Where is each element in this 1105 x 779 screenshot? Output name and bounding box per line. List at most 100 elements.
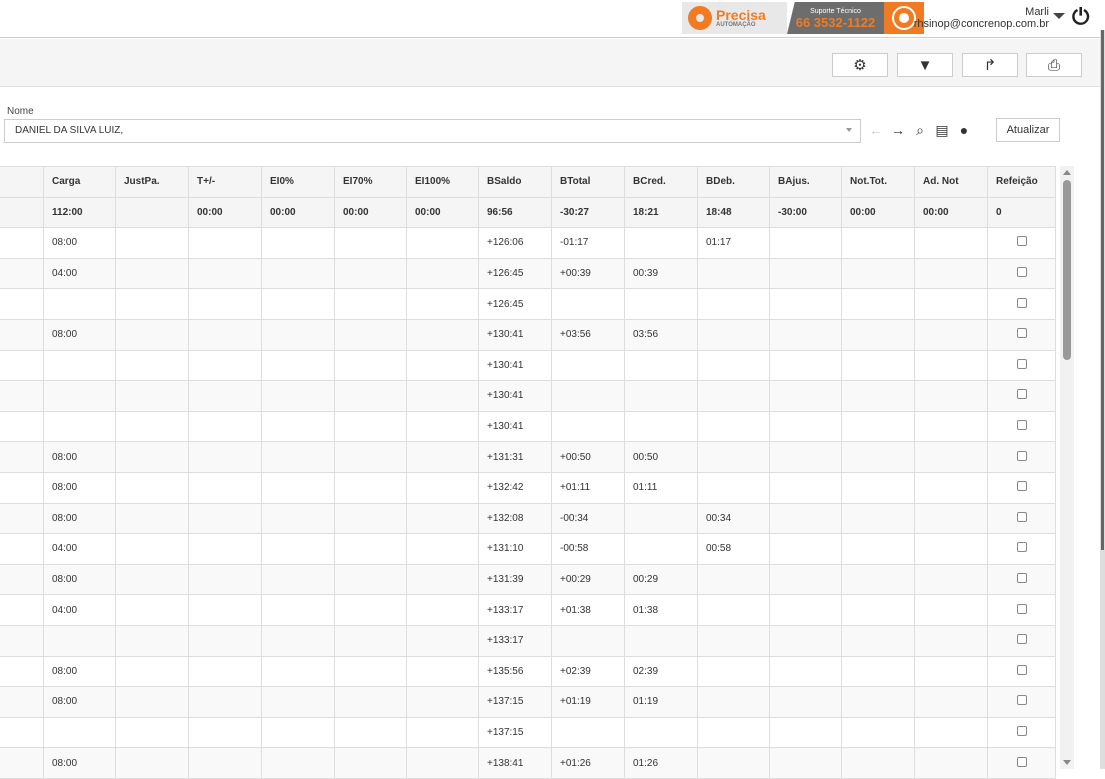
table-row: +130:41 (0, 380, 1056, 412)
page-scrollbar[interactable] (1100, 30, 1105, 769)
refeicao-checkbox[interactable] (1016, 450, 1027, 461)
table-cell (0, 563, 44, 596)
table-cell (261, 716, 335, 749)
table-scrollbar[interactable] (1060, 166, 1074, 769)
table-cell: +130:41 (478, 349, 552, 382)
column-header[interactable]: Ad. Not (914, 166, 988, 198)
update-button[interactable]: Atualizar (996, 118, 1060, 142)
column-header[interactable]: Refeição (987, 166, 1056, 198)
table-cell (406, 563, 479, 596)
column-header[interactable]: BAjus. (769, 166, 842, 198)
refeicao-checkbox[interactable] (1016, 511, 1027, 522)
settings-button[interactable]: ⚙ (832, 53, 888, 77)
refeicao-checkbox[interactable] (1016, 267, 1027, 278)
table-cell (406, 471, 479, 504)
refeicao-cell (987, 686, 1056, 718)
table-cell (406, 533, 479, 565)
table-cell (841, 655, 915, 688)
user-icon[interactable]: ● (959, 122, 969, 138)
arrow-right-icon[interactable]: → (891, 122, 905, 138)
table-cell (115, 349, 189, 382)
table-cell (188, 563, 262, 596)
column-header[interactable]: Not.Tot. (841, 166, 915, 198)
table-cell: +02:39 (551, 655, 625, 688)
refeicao-checkbox[interactable] (1016, 725, 1027, 736)
total-cell: 96:56 (478, 196, 552, 229)
table-cell (334, 288, 407, 320)
table-cell (188, 747, 262, 779)
table-row: 08:00 +126:06 -01:17 01:17 (0, 227, 1056, 259)
column-header[interactable]: EI70% (334, 166, 407, 198)
name-select[interactable]: DANIEL DA SILVA LUIZ, (4, 119, 861, 143)
table-cell (914, 441, 988, 473)
column-header[interactable]: JustPa. (115, 166, 189, 198)
table-cell (261, 318, 335, 351)
precisa-banner[interactable]: Precisa AUTOMAÇÃO Suporte Técnico 66 3532-… (682, 2, 924, 34)
share-button[interactable]: ↱ (962, 53, 1018, 77)
list-icon[interactable]: ▤ (935, 122, 949, 138)
refeicao-checkbox[interactable] (1016, 695, 1027, 706)
table-cell (261, 563, 335, 596)
table-cell: 00:58 (697, 533, 770, 565)
filter-button[interactable]: ▼ (897, 53, 953, 77)
power-icon[interactable]: ⏻ (1072, 4, 1090, 29)
table-cell: -00:34 (551, 502, 625, 535)
refeicao-checkbox[interactable] (1016, 236, 1027, 247)
column-header[interactable]: T+/- (188, 166, 262, 198)
table-cell (261, 441, 335, 473)
column-header[interactable]: EI0% (261, 166, 335, 198)
table-cell: +00:39 (551, 257, 625, 290)
refeicao-checkbox[interactable] (1016, 573, 1027, 584)
table-cell: -01:17 (551, 227, 625, 259)
total-cell: 00:00 (261, 196, 335, 229)
refeicao-checkbox[interactable] (1016, 756, 1027, 767)
refeicao-checkbox[interactable] (1016, 358, 1027, 369)
search-icon[interactable]: ⌕ (916, 122, 924, 138)
total-cell: 112:00 (43, 196, 116, 229)
table-cell (841, 563, 915, 596)
table-cell (769, 441, 842, 473)
table-cell (914, 410, 988, 443)
table-cell (624, 288, 698, 320)
table-cell: 01:19 (624, 686, 698, 718)
refeicao-cell (987, 533, 1056, 565)
column-header[interactable]: BTotal (551, 166, 625, 198)
table-cell (697, 655, 770, 688)
table-cell: 01:26 (624, 747, 698, 779)
scroll-up-icon[interactable] (1063, 170, 1071, 175)
name-label: Nome (7, 106, 34, 117)
column-header[interactable]: EI100% (406, 166, 479, 198)
top-bar: Precisa AUTOMAÇÃO Suporte Técnico 66 3532-… (0, 0, 1105, 38)
print-button[interactable]: ⎙ (1026, 53, 1082, 77)
table-cell (0, 502, 44, 535)
column-header[interactable]: Carga (43, 166, 116, 198)
scroll-down-icon[interactable] (1063, 760, 1071, 765)
table-cell: -00:58 (551, 533, 625, 565)
refeicao-checkbox[interactable] (1016, 420, 1027, 431)
refeicao-checkbox[interactable] (1016, 328, 1027, 339)
column-header[interactable]: BCred. (624, 166, 698, 198)
table-cell (0, 380, 44, 412)
table-cell (188, 502, 262, 535)
table-cell (188, 410, 262, 443)
table-cell (115, 227, 189, 259)
refeicao-checkbox[interactable] (1016, 542, 1027, 553)
column-header[interactable]: BDeb. (697, 166, 770, 198)
table-cell (914, 563, 988, 596)
user-menu[interactable]: Marli rhsinop@concrenop.com.br (914, 6, 1049, 30)
caret-down-icon[interactable] (1053, 13, 1065, 19)
scroll-thumb[interactable] (1063, 180, 1071, 360)
table-cell (914, 318, 988, 351)
refeicao-checkbox[interactable] (1016, 389, 1027, 400)
refeicao-checkbox[interactable] (1016, 297, 1027, 308)
column-header[interactable]: a (0, 166, 44, 198)
refeicao-checkbox[interactable] (1016, 634, 1027, 645)
table-row: +133:17 (0, 624, 1056, 657)
table-cell (841, 318, 915, 351)
refeicao-checkbox[interactable] (1016, 603, 1027, 614)
refeicao-checkbox[interactable] (1016, 664, 1027, 675)
arrow-left-icon[interactable]: ← (869, 122, 883, 138)
refeicao-checkbox[interactable] (1016, 481, 1027, 492)
column-header[interactable]: BSaldo (478, 166, 552, 198)
table-cell (0, 257, 44, 290)
